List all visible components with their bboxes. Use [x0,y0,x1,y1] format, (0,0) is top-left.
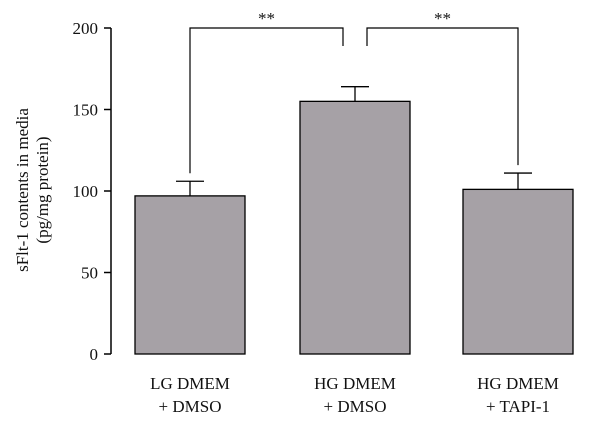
significance-label-0: ** [258,9,275,28]
y-tick-label-2: 100 [73,182,99,201]
category-label-1-line-1: HG DMEM [314,374,396,393]
plot-area: 0 50 100 150 200 LG DMEM + DMSO HG DMEM + DMSO HG… [73,9,574,416]
bar-2 [462,188,574,355]
y-tick-label-0: 0 [90,345,99,364]
category-label-0-line-1: LG DMEM [150,374,230,393]
category-label-2-line-2: + TAPI-1 [486,397,550,416]
category-label-0-line-2: + DMSO [159,397,222,416]
y-axis-title-line-1: sFlt-1 contents in media [13,108,32,272]
significance-label-1: ** [434,9,451,28]
category-label-1-line-2: + DMSO [324,397,387,416]
y-axis-title-line-2: (pg/mg protein) [33,136,52,243]
significance-bracket-0 [189,27,344,174]
bar-0 [134,195,246,355]
y-tick-label-3: 150 [73,101,99,120]
y-axis-title: sFlt-1 contents in media (pg/mg protein) [13,108,52,272]
y-tick-label-4: 200 [73,19,99,38]
bar-1 [299,100,411,355]
significance-bracket-1 [366,27,519,166]
category-label-2-line-1: HG DMEM [477,374,559,393]
y-tick-label-1: 50 [81,264,98,283]
